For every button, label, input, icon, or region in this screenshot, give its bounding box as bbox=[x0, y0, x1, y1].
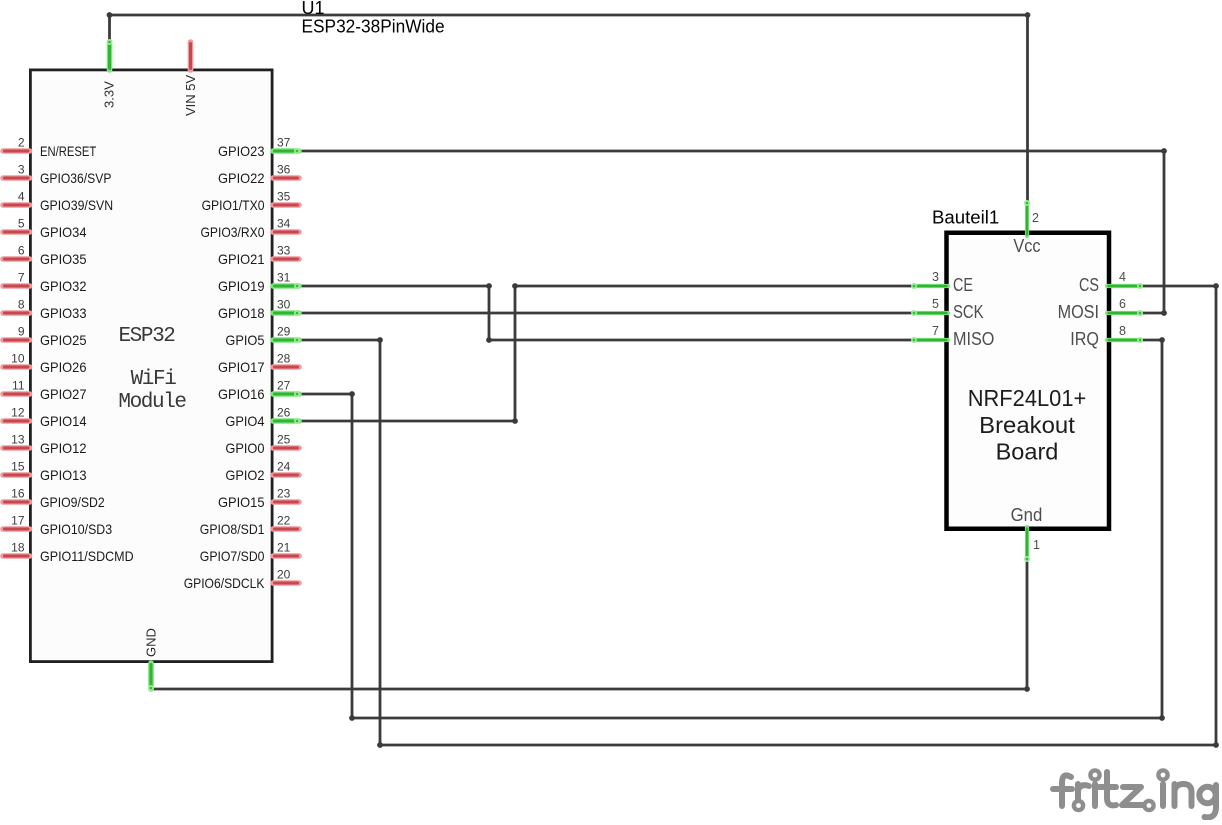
svg-text:VIN 5V: VIN 5V bbox=[183, 74, 198, 116]
svg-text:GPIO23: GPIO23 bbox=[218, 143, 265, 159]
svg-text:6: 6 bbox=[1119, 297, 1126, 311]
svg-text:16: 16 bbox=[11, 487, 25, 501]
svg-text:24: 24 bbox=[277, 460, 291, 474]
svg-text:GPIO32: GPIO32 bbox=[40, 278, 87, 294]
svg-text:28: 28 bbox=[277, 352, 291, 366]
svg-text:37: 37 bbox=[277, 136, 291, 150]
svg-text:9: 9 bbox=[18, 325, 25, 339]
svg-text:CE: CE bbox=[953, 275, 973, 295]
svg-text:Vcc: Vcc bbox=[1013, 236, 1040, 256]
svg-text:26: 26 bbox=[277, 406, 291, 420]
svg-text:20: 20 bbox=[277, 568, 291, 582]
svg-text:GPIO19: GPIO19 bbox=[218, 278, 265, 294]
svg-text:GPIO16: GPIO16 bbox=[218, 386, 265, 402]
svg-text:GPIO18: GPIO18 bbox=[218, 305, 265, 321]
svg-text:GPIO3/RX0: GPIO3/RX0 bbox=[201, 224, 265, 240]
svg-text:GPIO1/TX0: GPIO1/TX0 bbox=[202, 197, 265, 213]
svg-text:23: 23 bbox=[277, 487, 291, 501]
svg-text:30: 30 bbox=[277, 298, 291, 312]
svg-text:3: 3 bbox=[18, 163, 25, 177]
svg-text:21: 21 bbox=[277, 541, 291, 555]
svg-text:GPIO22: GPIO22 bbox=[218, 170, 265, 186]
svg-text:17: 17 bbox=[11, 514, 25, 528]
svg-text:NRF24L01+: NRF24L01+ bbox=[968, 385, 1087, 411]
svg-text:Gnd: Gnd bbox=[1011, 505, 1043, 525]
svg-text:GPIO5: GPIO5 bbox=[225, 332, 264, 348]
svg-text:4: 4 bbox=[18, 190, 25, 204]
svg-text:GPIO34: GPIO34 bbox=[40, 224, 87, 240]
svg-text:6: 6 bbox=[18, 244, 25, 258]
svg-text:15: 15 bbox=[11, 460, 25, 474]
svg-text:34: 34 bbox=[277, 217, 291, 231]
svg-text:MISO: MISO bbox=[953, 329, 994, 349]
svg-text:5: 5 bbox=[18, 217, 25, 231]
svg-text:GPIO7/SD0: GPIO7/SD0 bbox=[200, 548, 265, 564]
svg-text:36: 36 bbox=[277, 163, 291, 177]
svg-text:GPIO0: GPIO0 bbox=[225, 440, 264, 456]
svg-text:GPIO13: GPIO13 bbox=[40, 467, 87, 483]
svg-text:GPIO26: GPIO26 bbox=[40, 359, 87, 375]
svg-text:22: 22 bbox=[277, 514, 291, 528]
svg-text:3.3V: 3.3V bbox=[102, 81, 117, 108]
svg-text:GPIO36/SVP: GPIO36/SVP bbox=[40, 170, 111, 186]
svg-text:GPIO17: GPIO17 bbox=[218, 359, 265, 375]
svg-text:3: 3 bbox=[932, 270, 939, 284]
svg-text:ESP32: ESP32 bbox=[118, 325, 175, 348]
svg-text:Module: Module bbox=[118, 391, 186, 414]
svg-text:29: 29 bbox=[277, 325, 291, 339]
svg-text:31: 31 bbox=[277, 271, 291, 285]
svg-text:ESP32-38PinWide: ESP32-38PinWide bbox=[302, 17, 445, 37]
svg-text:12: 12 bbox=[11, 406, 25, 420]
svg-text:GPIO12: GPIO12 bbox=[40, 440, 87, 456]
svg-text:EN/RESET: EN/RESET bbox=[40, 143, 97, 159]
svg-text:GPIO6/SDCLK: GPIO6/SDCLK bbox=[184, 575, 265, 591]
svg-text:7: 7 bbox=[932, 324, 939, 338]
svg-text:GPIO25: GPIO25 bbox=[40, 332, 87, 348]
svg-text:MOSI: MOSI bbox=[1058, 302, 1099, 322]
svg-text:GPIO2: GPIO2 bbox=[225, 467, 264, 483]
svg-text:2: 2 bbox=[18, 136, 25, 150]
svg-text:2: 2 bbox=[1032, 211, 1039, 225]
svg-text:GPIO15: GPIO15 bbox=[218, 494, 265, 510]
svg-text:GPIO35: GPIO35 bbox=[40, 251, 87, 267]
svg-text:10: 10 bbox=[11, 352, 25, 366]
svg-text:4: 4 bbox=[1119, 270, 1126, 284]
svg-text:5: 5 bbox=[932, 297, 939, 311]
svg-text:GPIO4: GPIO4 bbox=[225, 413, 264, 429]
svg-text:33: 33 bbox=[277, 244, 291, 258]
svg-text:11: 11 bbox=[12, 379, 25, 393]
svg-text:8: 8 bbox=[1119, 324, 1126, 338]
svg-text:GPIO39/SVN: GPIO39/SVN bbox=[40, 197, 113, 213]
svg-text:7: 7 bbox=[18, 271, 25, 285]
svg-text:35: 35 bbox=[277, 190, 291, 204]
svg-text:GND: GND bbox=[144, 628, 159, 657]
svg-text:IRQ: IRQ bbox=[1070, 329, 1099, 349]
svg-text:Breakout: Breakout bbox=[979, 412, 1075, 438]
svg-text:GPIO21: GPIO21 bbox=[218, 251, 265, 267]
svg-text:8: 8 bbox=[18, 298, 25, 312]
svg-text:1: 1 bbox=[1033, 538, 1040, 552]
svg-text:WiFi: WiFi bbox=[131, 368, 177, 391]
svg-text:25: 25 bbox=[277, 433, 291, 447]
svg-text:Bauteil1: Bauteil1 bbox=[932, 208, 999, 228]
svg-text:CS: CS bbox=[1079, 275, 1099, 295]
svg-text:GPIO33: GPIO33 bbox=[40, 305, 87, 321]
svg-text:13: 13 bbox=[11, 433, 25, 447]
svg-text:GPIO27: GPIO27 bbox=[40, 386, 87, 402]
svg-text:U1: U1 bbox=[302, 0, 325, 18]
svg-text:GPIO11/SDCMD: GPIO11/SDCMD bbox=[40, 548, 134, 564]
svg-text:GPIO9/SD2: GPIO9/SD2 bbox=[40, 494, 105, 510]
svg-text:GPIO14: GPIO14 bbox=[40, 413, 87, 429]
svg-text:27: 27 bbox=[277, 379, 291, 393]
svg-text:18: 18 bbox=[11, 541, 25, 555]
svg-text:SCK: SCK bbox=[953, 302, 984, 322]
svg-text:GPIO8/SD1: GPIO8/SD1 bbox=[200, 521, 265, 537]
svg-text:GPIO10/SD3: GPIO10/SD3 bbox=[40, 521, 112, 537]
svg-text:Board: Board bbox=[996, 439, 1059, 465]
